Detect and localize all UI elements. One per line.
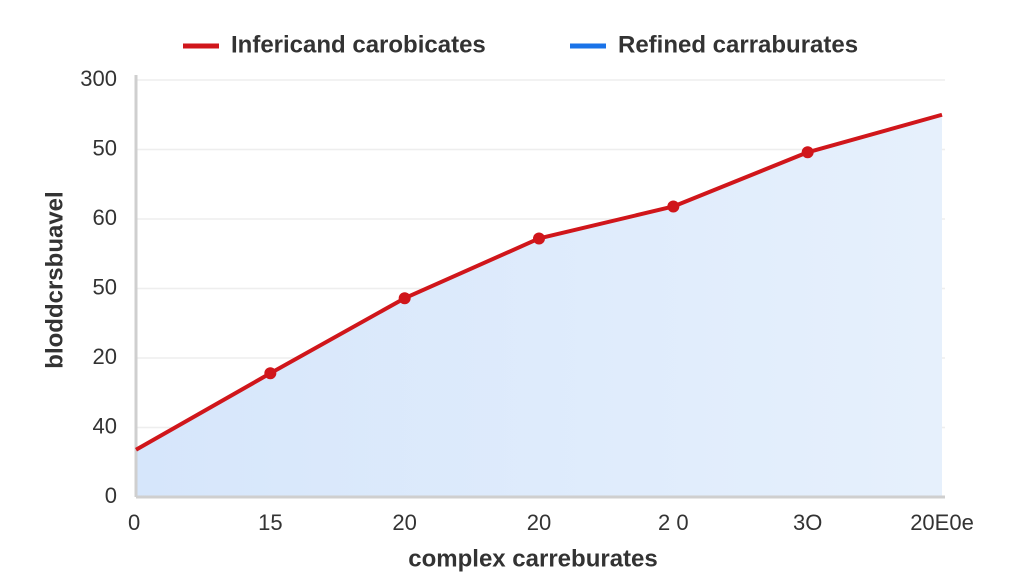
marker xyxy=(264,367,277,380)
x-axis-label: complex carreburates xyxy=(408,545,657,572)
y-tick-label: 50 xyxy=(93,274,117,299)
y-tick-label: 20 xyxy=(93,344,117,369)
y-tick-label: 50 xyxy=(93,135,117,160)
legend-label: Refined carraburates xyxy=(618,31,858,58)
legend-label: Infericand carobicates xyxy=(231,31,486,58)
y-tick-label: 0 xyxy=(105,483,117,508)
x-tick-label: 20E0e xyxy=(910,510,974,535)
x-tick-label: 15 xyxy=(258,510,282,535)
marker xyxy=(667,200,680,213)
y-tick-label: 300 xyxy=(80,66,117,91)
marker xyxy=(533,232,545,245)
marker xyxy=(801,146,814,159)
x-tick-label: 2 0 xyxy=(658,510,689,535)
area xyxy=(136,114,942,497)
x-tick-label: 20 xyxy=(527,510,551,535)
y-axis-label: bloddcrsbuavel xyxy=(41,191,68,368)
x-tick-label: 0 xyxy=(128,510,140,535)
marker xyxy=(398,292,411,305)
y-tick-label: 40 xyxy=(93,413,117,438)
x-tick-label: 3O xyxy=(793,510,822,535)
y-tick-label: 60 xyxy=(93,205,117,230)
x-tick-label: 20 xyxy=(392,510,416,535)
